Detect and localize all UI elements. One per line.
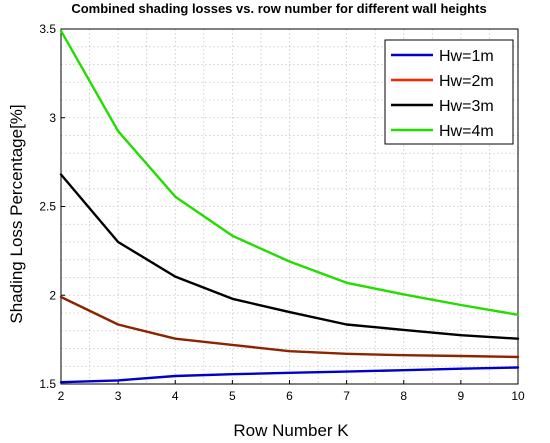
x-tick-label: 9 (458, 389, 465, 403)
y-axis-label: Shading Loss Percentage[%] (7, 104, 26, 323)
x-tick-label: 4 (172, 389, 179, 403)
x-tick-label: 8 (400, 389, 407, 403)
x-tick-label: 3 (115, 389, 122, 403)
series-line-4 (59, 29, 520, 316)
x-axis-label: Row Number K (233, 421, 349, 440)
legend-label: Hw=4m (439, 123, 494, 140)
x-tick-label: 6 (286, 389, 293, 403)
legend-box (384, 39, 514, 145)
y-tick-label: 2.5 (39, 200, 56, 214)
legend-label: Hw=1m (439, 48, 494, 65)
series-line-3 (59, 173, 520, 340)
legend-label: Hw=3m (439, 98, 494, 115)
chart-title: Combined shading losses vs. row number f… (71, 1, 486, 16)
y-tick-label: 3 (49, 111, 56, 125)
legend: Hw=1m Hw=2m Hw=3m Hw=4m (384, 39, 514, 145)
grid (60, 28, 519, 385)
y-tick-label: 1.5 (39, 377, 56, 391)
x-tick-label: 10 (511, 389, 525, 403)
y-tick-label: 3.5 (39, 22, 56, 36)
series-line-1 (59, 366, 520, 384)
series-group (59, 29, 520, 384)
y-tick-label: 2 (49, 288, 56, 302)
series-line-2 (59, 295, 520, 359)
legend-label: Hw=2m (439, 73, 494, 90)
x-tick-label: 7 (343, 389, 350, 403)
x-tick-label: 5 (229, 389, 236, 403)
x-tick-label: 2 (58, 389, 65, 403)
